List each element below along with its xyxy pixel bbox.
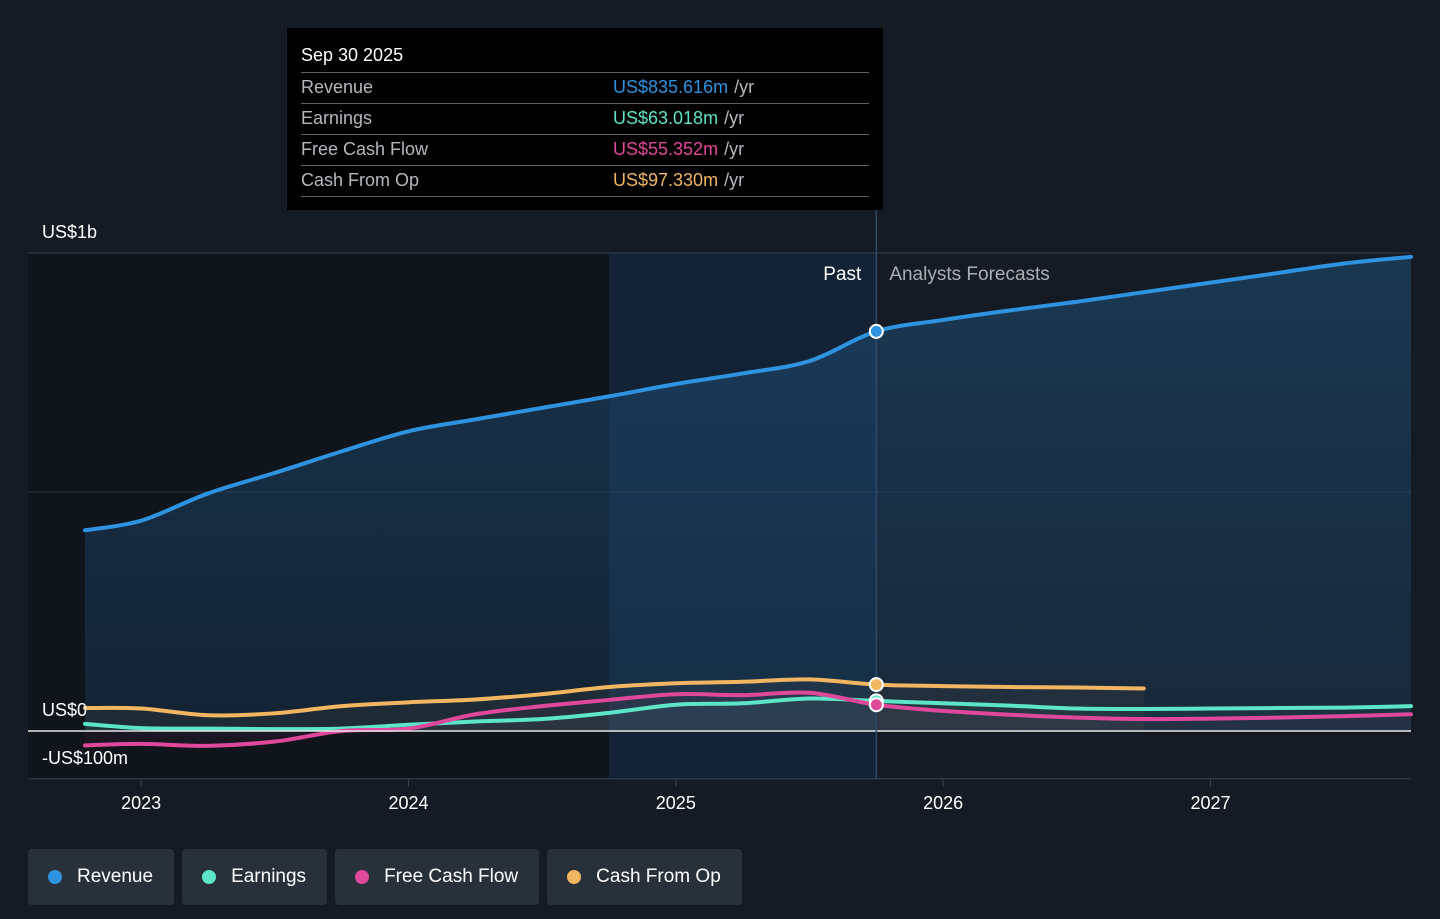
tooltip-date: Sep 30 2025 (301, 42, 869, 73)
revenue-marker (868, 323, 884, 339)
tooltip-row-label: Earnings (301, 108, 373, 128)
x-tick-label: 2027 (1190, 793, 1230, 813)
fcf-area (85, 692, 1411, 746)
fcf-marker (868, 697, 884, 713)
legend-dot-icon (567, 870, 582, 884)
tooltip-row-unit: /yr (724, 170, 745, 190)
y-label-top: US$1b (42, 222, 97, 242)
tooltip-row-unit: /yr (734, 77, 755, 97)
legend-dot-icon (355, 870, 370, 884)
tooltip-row-value: US$835.616m (613, 77, 729, 97)
legend: Revenue Earnings Free Cash Flow Cash From O… (28, 849, 742, 905)
cfo-marker (868, 677, 884, 693)
tooltip-row-value: US$97.330m (613, 170, 719, 190)
forecast-label: Analysts Forecasts (889, 264, 1049, 285)
tooltip-row-label: Cash From Op (301, 170, 420, 190)
tooltip-row: Revenue US$835.616m/yr (301, 73, 869, 104)
x-tick-label: 2025 (656, 793, 696, 813)
tooltip-row: Cash From Op US$97.330m/yr (301, 166, 869, 197)
revenue-line (83, 254, 1413, 533)
earnings-area (85, 698, 1411, 731)
x-tick-label: 2023 (121, 793, 161, 813)
legend-label: Cash From Op (596, 866, 721, 887)
tooltip-row-label: Revenue (301, 77, 374, 97)
x-tick-label: 2026 (923, 793, 963, 813)
y-label-bottom: -US$100m (42, 748, 128, 768)
fcf-line (83, 690, 1413, 748)
legend-item-free-cash-flow[interactable]: Free Cash Flow (335, 849, 540, 905)
tooltip-row-value: US$63.018m (613, 108, 719, 128)
cfo-area (85, 679, 1144, 731)
tooltip-row-value: US$55.352m (613, 139, 719, 159)
tooltip-row-unit: /yr (724, 108, 745, 128)
legend-dot-icon (48, 870, 62, 884)
legend-label: Earnings (231, 866, 307, 887)
tooltip-row: Free Cash Flow US$55.352m/yr (301, 135, 869, 166)
data-tooltip: Sep 30 2025 Revenue US$835.616m/yr Earning… (287, 28, 883, 210)
legend-item-earnings[interactable]: Earnings (182, 849, 328, 905)
legend-dot-icon (202, 870, 217, 884)
x-tick-label: 2024 (388, 793, 428, 813)
legend-label: Free Cash Flow (384, 866, 519, 887)
cfo-line (83, 677, 1146, 718)
tooltip-row-unit: /yr (724, 139, 745, 159)
legend-item-revenue[interactable]: Revenue (28, 849, 175, 905)
y-label-zero: US$0 (42, 700, 87, 720)
revenue-area (85, 256, 1411, 731)
tooltip-row: Earnings US$63.018m/yr (301, 104, 869, 135)
past-label: Past (823, 264, 862, 285)
earnings-line (83, 696, 1413, 732)
legend-item-cash-from-op[interactable]: Cash From Op (547, 849, 742, 905)
legend-label: Revenue (77, 866, 154, 887)
tooltip-row-label: Free Cash Flow (301, 139, 429, 159)
